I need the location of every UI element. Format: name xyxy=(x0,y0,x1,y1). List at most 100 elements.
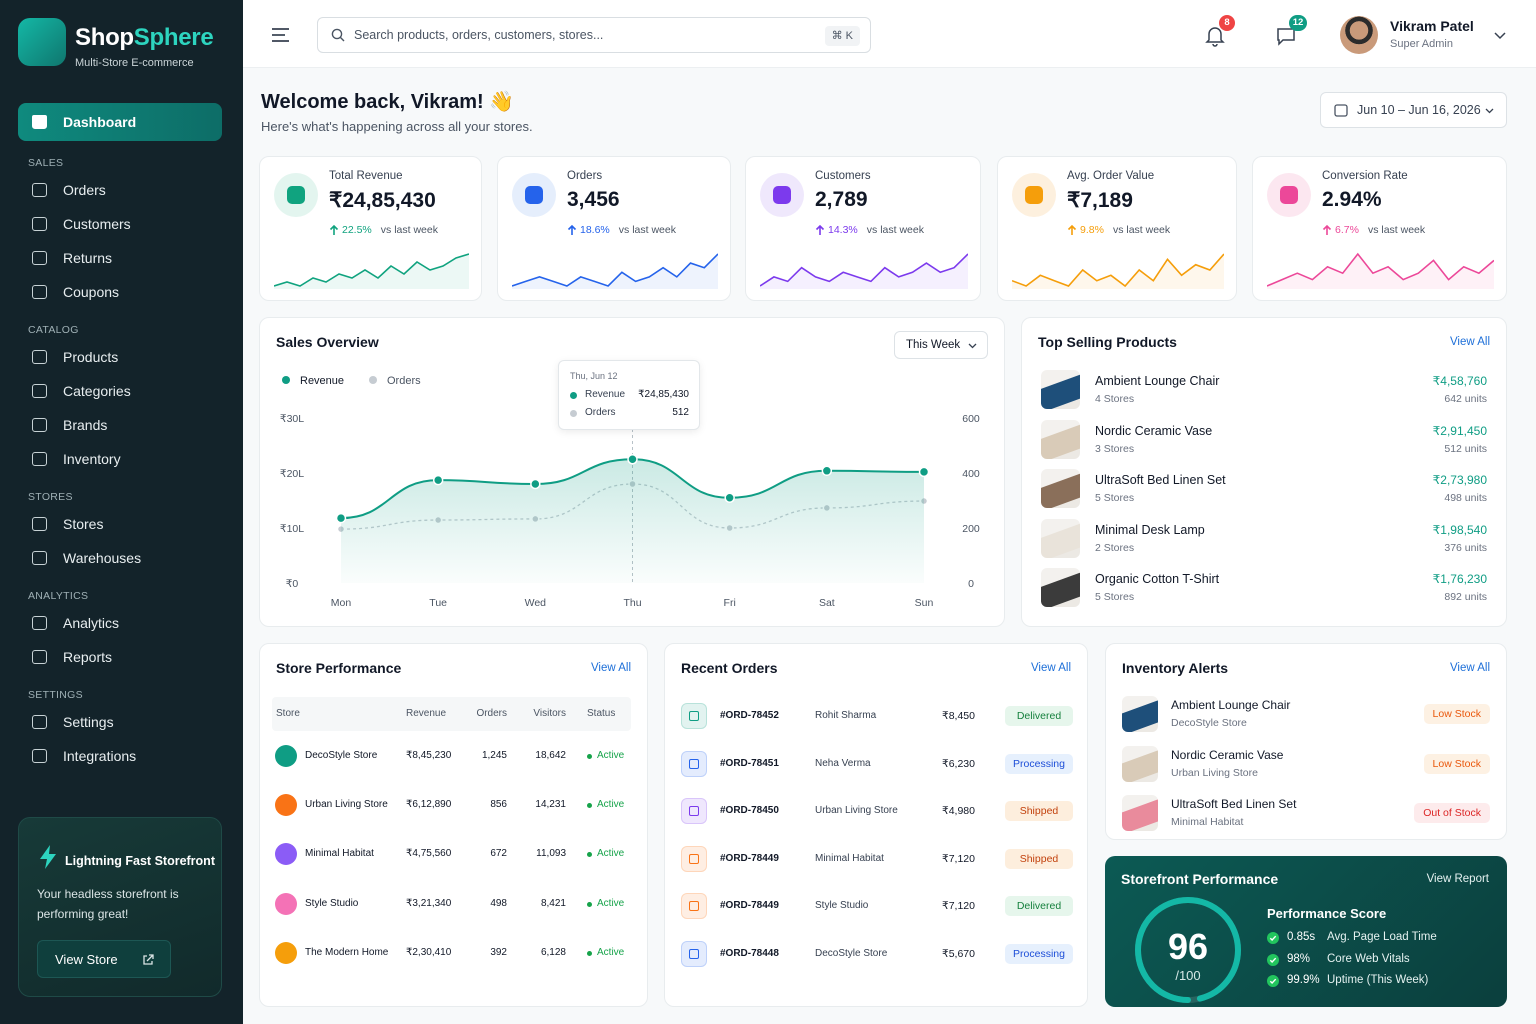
kpi-card: Total Revenue ₹24,85,430 22.5% vs last week xyxy=(259,156,482,301)
view-report-link[interactable]: View Report xyxy=(1426,873,1489,885)
nav-item-active[interactable]: Dashboard xyxy=(18,103,222,141)
order-amount: ₹4,980 xyxy=(942,805,975,818)
y-tick-label: ₹10L xyxy=(280,523,304,535)
nav-item[interactable]: Stores xyxy=(18,507,222,541)
product-units: 642 units xyxy=(1444,393,1487,405)
store-icon xyxy=(275,892,297,915)
legend-label: Orders xyxy=(387,375,421,387)
handle xyxy=(340,37,345,42)
sparkline-area xyxy=(1267,254,1494,289)
calendar-icon xyxy=(1334,104,1348,117)
nav-item[interactable]: Customers xyxy=(18,207,222,241)
nav-item[interactable]: Categories xyxy=(18,374,222,408)
view-all-link[interactable]: View All xyxy=(1030,662,1071,674)
table-header: Orders xyxy=(476,708,507,719)
order-customer: Minimal Habitat xyxy=(815,852,884,864)
table-cell: ₹8,45,230 xyxy=(406,750,452,761)
y-tick-label: ₹30L xyxy=(280,413,304,425)
user-menu-toggle[interactable] xyxy=(1494,32,1506,40)
sparkline xyxy=(274,253,469,289)
nav-item[interactable]: Reports xyxy=(18,640,222,674)
product-name: UltraSoft Bed Linen Set xyxy=(1095,473,1226,488)
nav-item[interactable]: Inventory xyxy=(18,442,222,476)
order-id: #ORD-78451 xyxy=(720,757,779,769)
order-icon xyxy=(681,750,707,777)
table-cell: Urban Living Store xyxy=(305,799,388,811)
table-header: Visitors xyxy=(533,708,566,719)
nav-item[interactable]: Analytics xyxy=(18,606,222,640)
metric-value: 99.9% xyxy=(1287,974,1320,986)
product-stores: 2 Stores xyxy=(1095,541,1135,554)
date-range-picker[interactable]: Jun 10 – Jun 16, 2026 xyxy=(1320,92,1507,128)
brand-name-b: Sphere xyxy=(133,24,214,51)
notifications-button[interactable] xyxy=(1205,25,1225,47)
product-revenue: ₹4,58,760 xyxy=(1432,374,1487,388)
view-all-link[interactable]: View All xyxy=(590,662,631,674)
store-icon xyxy=(275,745,297,767)
up-arrow xyxy=(1322,224,1332,235)
nav-item[interactable]: Products xyxy=(18,340,222,374)
chevron xyxy=(968,343,977,349)
order-customer: DecoStyle Store xyxy=(815,948,888,959)
chevron xyxy=(1494,32,1506,40)
product-revenue: ₹1,76,230 xyxy=(1432,572,1487,587)
sparkline xyxy=(760,253,968,289)
product-stores: 5 Stores xyxy=(1095,492,1135,505)
nav-item[interactable]: Orders xyxy=(18,173,222,207)
nav-item[interactable]: Returns xyxy=(18,241,222,275)
sparkline xyxy=(1267,252,1494,289)
arrow xyxy=(567,224,577,235)
order-icon xyxy=(681,941,707,967)
y2-tick-label: 0 xyxy=(968,578,974,590)
view-all-link[interactable]: View All xyxy=(1449,336,1490,348)
order-icon xyxy=(681,845,707,872)
bolt-icon xyxy=(40,845,56,869)
menu-button[interactable] xyxy=(271,27,291,43)
storefront-title: Storefront Performance xyxy=(1121,871,1279,887)
check xyxy=(1269,978,1277,985)
table-cell: Minimal Habitat xyxy=(305,848,374,860)
check-icon xyxy=(1267,932,1279,944)
tooltip-date: Thu, Jun 12 xyxy=(570,371,618,381)
sparkline xyxy=(512,253,718,289)
table-cell: The Modern Home xyxy=(305,946,389,958)
messages-button[interactable] xyxy=(1276,26,1296,46)
period-select[interactable]: This Week xyxy=(894,331,988,359)
chevron xyxy=(1485,108,1494,114)
check-icon xyxy=(1267,975,1279,987)
order-customer: Rohit Sharma xyxy=(815,710,877,721)
nav-icon xyxy=(32,715,47,729)
product-store: Urban Living Store xyxy=(1171,766,1258,779)
chev xyxy=(1485,108,1494,114)
view-all-link[interactable]: View All xyxy=(1449,662,1490,674)
nav-item[interactable]: Integrations xyxy=(18,739,222,773)
search-input[interactable]: Search products, orders, customers, stor… xyxy=(317,17,871,53)
product-stores: 3 Stores xyxy=(1095,442,1135,455)
metric-label: Uptime (This Week) xyxy=(1327,974,1429,986)
promo-button[interactable]: View Store xyxy=(37,940,171,978)
check xyxy=(1269,935,1277,942)
nav-icon xyxy=(32,183,47,197)
chat xyxy=(1277,28,1295,46)
nav-item[interactable]: Coupons xyxy=(18,275,222,309)
nav-item[interactable]: Settings xyxy=(18,705,222,739)
stock-status: Out of Stock xyxy=(1414,803,1490,823)
table-cell: 14,231 xyxy=(535,799,566,811)
y-tick-label: ₹0 xyxy=(286,578,299,590)
kpi-value: 2,789 xyxy=(815,188,868,211)
avatar[interactable] xyxy=(1340,16,1378,54)
storefront-card: Storefront Performance View Report 96/100 P… xyxy=(1105,856,1507,1007)
score-gauge xyxy=(1135,897,1241,1003)
nav-item[interactable]: Brands xyxy=(18,408,222,442)
data-point xyxy=(335,512,347,524)
order-amount: ₹5,670 xyxy=(942,948,975,960)
store-icon xyxy=(275,794,297,817)
order-id: #ORD-78450 xyxy=(720,805,779,817)
nav-item[interactable]: Warehouses xyxy=(18,541,222,575)
kpi-label: Avg. Order Value xyxy=(1067,170,1155,182)
order-icon-glyph xyxy=(689,853,699,864)
status-dot xyxy=(587,754,592,759)
table-cell: ₹6,12,890 xyxy=(406,799,452,811)
sparkline xyxy=(1012,253,1224,289)
nav-section-title: STORES xyxy=(28,491,73,503)
